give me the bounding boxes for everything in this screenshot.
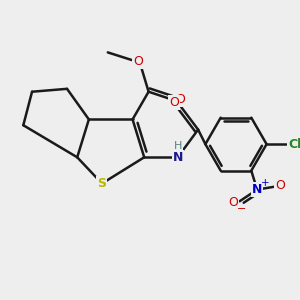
Text: O: O	[169, 96, 179, 109]
Text: O: O	[228, 196, 238, 209]
Text: N: N	[252, 183, 262, 196]
Text: Cl: Cl	[288, 138, 300, 151]
Text: N: N	[172, 151, 183, 164]
Text: −: −	[237, 204, 246, 214]
Text: O: O	[275, 179, 285, 192]
Text: H: H	[174, 141, 182, 151]
Text: O: O	[175, 92, 185, 106]
Text: O: O	[134, 55, 143, 68]
Text: S: S	[98, 177, 106, 190]
Text: +: +	[261, 178, 270, 188]
